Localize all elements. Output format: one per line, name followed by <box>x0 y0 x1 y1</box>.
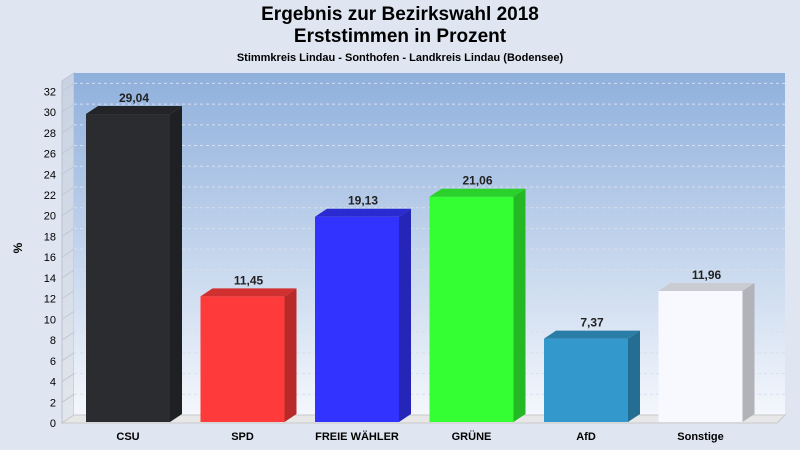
y-tick-label: 28 <box>44 128 56 140</box>
gridline-side <box>61 124 75 134</box>
y-tick-label: 16 <box>44 252 56 264</box>
bar <box>658 291 743 422</box>
gridline-side <box>61 165 75 175</box>
category-label: FREIE WÄHLER <box>315 430 399 443</box>
bar-side <box>513 188 526 422</box>
y-tick-label: 6 <box>50 356 56 368</box>
gridline-side <box>61 248 75 258</box>
y-tick-label: 30 <box>44 107 56 119</box>
category-label: Sonstige <box>677 431 723 443</box>
y-tick-label: 18 <box>44 231 56 243</box>
category-label: AfD <box>576 431 596 443</box>
bar-top <box>200 288 297 297</box>
bar-side <box>628 330 640 422</box>
bar-top <box>544 330 640 339</box>
gridline-side <box>61 82 75 92</box>
category-label: CSU <box>116 431 139 443</box>
gridline-side <box>61 145 75 154</box>
title-block: Ergebnis zur Bezirkswahl 2018 Erststimme… <box>0 0 800 65</box>
bar <box>86 114 170 422</box>
y-tick-label: 0 <box>50 418 56 430</box>
bar-top <box>315 208 411 217</box>
bar <box>544 338 628 422</box>
y-tick-label: 24 <box>44 169 56 181</box>
gridline-side <box>61 269 75 279</box>
y-tick-label: 26 <box>44 149 56 161</box>
y-axis-label: % <box>11 242 25 253</box>
value-label: 11,96 <box>692 268 722 282</box>
y-tick-label: 32 <box>44 86 56 98</box>
bar-side <box>284 288 297 422</box>
value-label: 21,06 <box>462 174 492 188</box>
category-label: SPD <box>231 431 254 443</box>
bar-top <box>86 106 182 115</box>
gridline-side <box>61 393 75 403</box>
gridline-side <box>61 373 75 382</box>
gridline-side <box>61 228 75 237</box>
chart-title: Ergebnis zur Bezirkswahl 2018 <box>261 4 539 25</box>
value-label: 19,13 <box>348 194 378 208</box>
bar-side <box>399 208 411 422</box>
bar <box>315 216 399 422</box>
y-tick-label: 10 <box>44 314 56 326</box>
category-label: GRÜNE <box>452 430 492 443</box>
y-tick-label: 22 <box>44 190 56 202</box>
gridline-side <box>61 186 75 196</box>
value-label: 11,45 <box>234 273 264 287</box>
y-tick-label: 8 <box>50 335 56 347</box>
gridline-side <box>61 207 75 217</box>
chart-region: Stimmkreis Lindau - Sonthofen - Landkrei… <box>236 52 564 64</box>
bar-top <box>429 188 526 197</box>
gridline-side <box>61 290 75 300</box>
y-tick-label: 12 <box>44 294 56 306</box>
gridline-side <box>61 331 75 341</box>
bar <box>200 296 285 422</box>
y-tick-label: 2 <box>50 397 56 409</box>
y-tick-label: 14 <box>44 273 56 285</box>
bar-side <box>742 283 755 422</box>
y-tick-label: 20 <box>44 211 56 223</box>
gridline-side <box>61 103 75 113</box>
bar-top <box>658 283 755 292</box>
value-label: 29,04 <box>119 91 149 105</box>
gridline-side <box>61 352 75 362</box>
bar-side <box>170 106 182 422</box>
value-label: 7,37 <box>580 316 604 330</box>
gridline-side <box>61 310 75 320</box>
chart-subtitle: Erststimmen in Prozent <box>293 26 507 47</box>
bar <box>429 196 514 422</box>
y-tick-label: 4 <box>50 377 56 389</box>
